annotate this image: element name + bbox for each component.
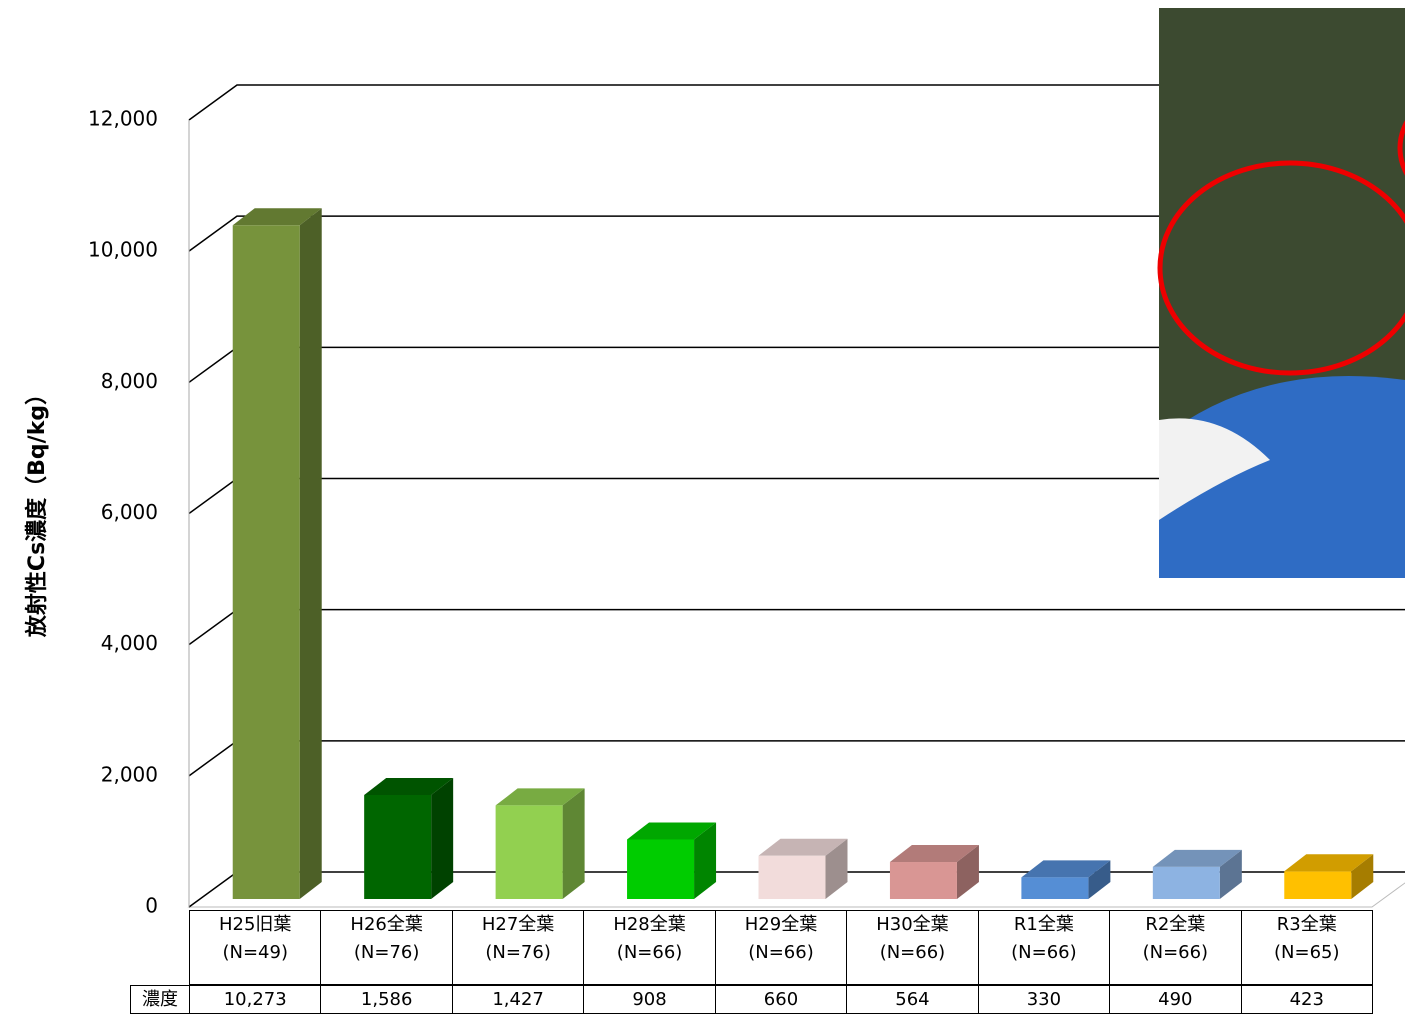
photo: [1157, 8, 1405, 578]
bar-side: [694, 822, 717, 899]
bar-front: [1152, 866, 1220, 899]
bar-top: [889, 845, 979, 863]
x-tick-label: H26全葉 (N=76): [320, 910, 453, 985]
bar-side: [1351, 854, 1374, 899]
y-tick-label: 6,000: [101, 500, 158, 524]
bar: [1284, 854, 1374, 899]
table-row-label: 濃度: [130, 985, 190, 1014]
table-value: 490: [1109, 985, 1242, 1014]
bar: [1021, 860, 1111, 899]
x-tick-label: H30全葉 (N=66): [846, 910, 979, 985]
bar: [627, 822, 717, 899]
table-value: 564: [846, 985, 979, 1014]
bar: [364, 777, 454, 899]
bar-front: [1021, 877, 1089, 899]
bar: [1152, 849, 1242, 899]
table-value: 1,586: [320, 985, 453, 1014]
bar-side: [1088, 860, 1111, 899]
bar-top: [232, 208, 322, 226]
y-tick-label: 0: [145, 894, 158, 918]
y-tick-label: 10,000: [88, 238, 158, 262]
bar-front: [758, 855, 826, 899]
photo-cloth: [1159, 418, 1270, 520]
bar-side: [562, 788, 585, 899]
grid-line: [188, 84, 1405, 121]
bar-top: [627, 822, 717, 840]
y-tick-label: 12,000: [88, 107, 158, 131]
bar-top: [1284, 854, 1374, 872]
bar-front: [495, 805, 563, 899]
table-value: 423: [1240, 985, 1373, 1014]
bar-front: [364, 794, 432, 899]
y-tick-label: 4,000: [101, 631, 158, 655]
x-tick-label: H29全葉 (N=66): [714, 910, 848, 985]
bar-front: [627, 839, 695, 899]
grid-line: [188, 740, 1405, 777]
bar-top: [495, 788, 585, 806]
x-tick-label: H27全葉 (N=76): [451, 910, 585, 985]
bar-side: [1219, 849, 1242, 899]
bar-top: [1021, 860, 1111, 878]
bar: [889, 845, 979, 899]
table-value: 10,273: [189, 985, 322, 1014]
bar: [495, 788, 585, 899]
x-tick-label: R2全葉 (N=66): [1109, 910, 1242, 985]
grid-line: [188, 215, 1405, 252]
bar-side: [825, 838, 848, 899]
grid-line: [188, 608, 1405, 646]
bar-side: [956, 845, 979, 899]
bar: [232, 208, 322, 899]
bar-front: [232, 225, 300, 899]
bar-side: [431, 777, 454, 899]
table-value: 660: [714, 985, 848, 1014]
x-tick-label: H28全葉 (N=66): [583, 910, 716, 985]
y-tick-label: 8,000: [101, 369, 158, 393]
x-tick-label: R1全葉 (N=66): [977, 910, 1111, 985]
bar: [758, 838, 848, 899]
bar-top: [364, 777, 454, 795]
table-value: 1,427: [451, 985, 585, 1014]
x-tick-label: R3全葉 (N=65): [1240, 910, 1373, 985]
photo-circle: [1157, 160, 1405, 376]
bar-top: [758, 838, 848, 856]
y-tick-label: 2,000: [101, 762, 158, 786]
bar-front: [1284, 871, 1352, 899]
bar-front: [889, 862, 957, 899]
table-value: 908: [583, 985, 716, 1014]
table-value: 330: [977, 985, 1111, 1014]
y-axis-title: 放射性Cs濃度（Bq/kg）: [24, 383, 50, 638]
bar-top: [1152, 849, 1242, 867]
photo-circle: [1397, 120, 1405, 176]
x-tick-label: H25旧葉 (N=49): [189, 910, 322, 985]
bar-side: [299, 208, 322, 899]
